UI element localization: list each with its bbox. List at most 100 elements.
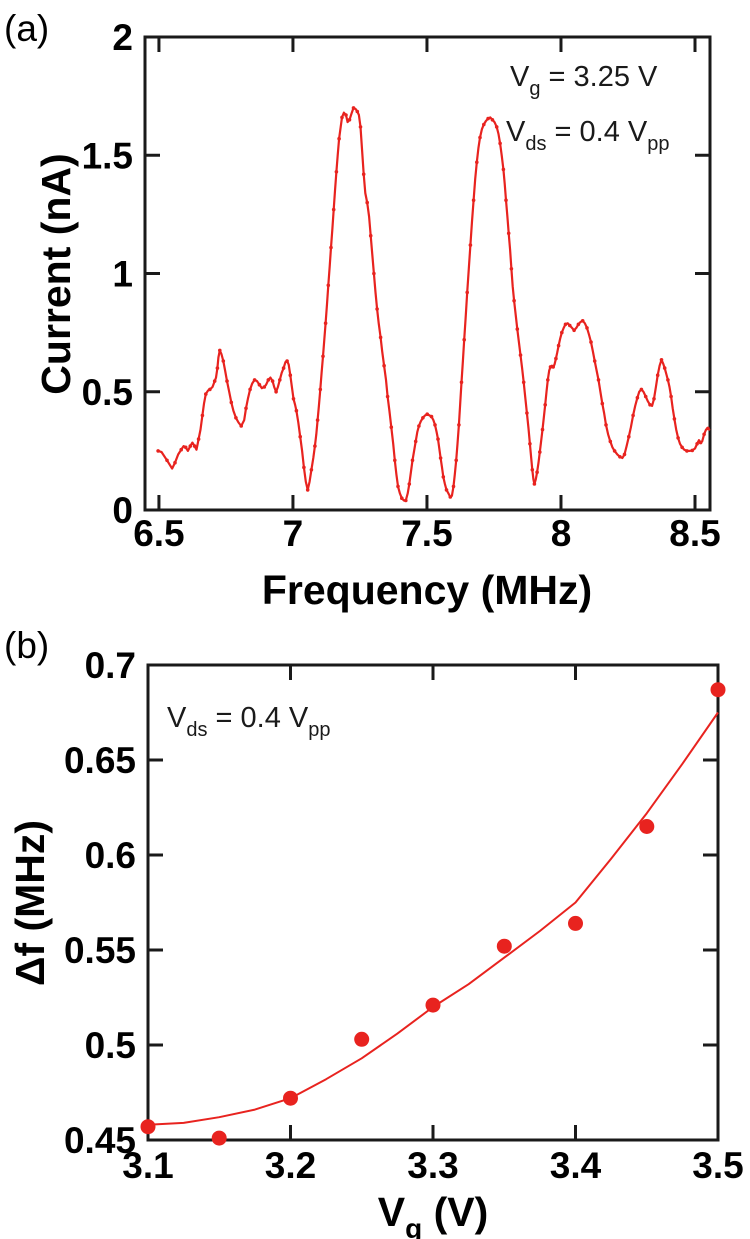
panel-a-data-marker	[281, 366, 286, 370]
panel-a-data-marker	[662, 366, 667, 370]
panel-a-data-marker	[433, 423, 437, 427]
panel-a-data-marker	[548, 365, 553, 369]
panel-a-data-marker	[321, 354, 325, 359]
panel-a-data-marker	[676, 436, 680, 440]
panel-b-y-tick-label: 0.5	[85, 1025, 136, 1066]
panel-a-data-marker	[257, 382, 262, 387]
panel-a-data-marker	[580, 319, 585, 323]
panel-a-data-marker	[215, 366, 220, 370]
panel-a-data-marker	[385, 394, 390, 399]
panel-a-data-marker	[313, 444, 317, 448]
panel-a-data-marker	[173, 460, 177, 465]
panel-a-data-marker	[347, 118, 352, 122]
panel-a-data-marker	[221, 359, 226, 363]
panel-a-data-marker	[448, 495, 453, 499]
panel-a-data-marker	[358, 125, 363, 129]
panel-a-data-marker	[262, 385, 267, 389]
panel-a-data-marker	[486, 116, 490, 121]
panel-b-x-tick-label: 3.4	[550, 1145, 602, 1186]
panel-a-data-marker	[468, 243, 473, 247]
panel-a-y-tick-label: 1.5	[82, 135, 133, 176]
panel-a-data-marker	[331, 207, 336, 212]
panel-a-data-marker	[454, 458, 459, 463]
panel-a-data-marker	[309, 468, 314, 472]
panel-a-data-marker	[622, 452, 627, 457]
panel-a-data-marker	[465, 290, 470, 295]
panel-b-annotation-drain-source-voltage: Vds = 0.4 Vpp	[167, 702, 330, 741]
panel-a-data-marker	[639, 387, 644, 392]
panel-a-data-marker	[365, 200, 370, 205]
panel-b-scatter-point	[568, 915, 583, 931]
panel-a-data-marker	[535, 470, 539, 475]
panel-b-scatter-point	[496, 938, 512, 954]
panel-a-data-marker	[291, 397, 296, 401]
panel-a-data-marker	[669, 394, 673, 399]
panel-a-data-marker	[156, 449, 160, 453]
panel-a-data-marker	[648, 403, 652, 407]
panel-a-axis-frame	[143, 35, 712, 512]
panel-a-data-marker	[572, 328, 576, 333]
panel-a-data-marker	[576, 322, 581, 327]
panel-a: (a) 6.5 7 7.5 8 8.5 0 0.5 1 1.5 2 Frequency (MHz)…	[4, 8, 721, 613]
panel-a-data-marker	[604, 423, 608, 427]
panel-a-data-marker	[482, 122, 486, 127]
panel-b-fit-curve	[147, 711, 719, 1126]
panel-a-data-marker	[556, 343, 561, 348]
panel-a-data-marker	[239, 424, 243, 428]
panel-a-data-marker	[270, 379, 275, 383]
panel-a-data-marker	[229, 400, 234, 405]
panel-b-scatter-point	[639, 819, 655, 834]
panel-a-data-marker	[225, 379, 229, 383]
panel-a-data-marker	[585, 326, 589, 330]
panel-a-data-marker	[551, 365, 555, 369]
panel-a-data-marker	[444, 488, 449, 492]
panel-a-x-tick-label: 7	[283, 513, 304, 554]
panel-a-data-marker	[672, 417, 677, 421]
panel-a-data-marker	[393, 458, 397, 463]
panel-a-x-tick-label: 8	[551, 513, 572, 554]
panel-a-data-marker	[252, 378, 257, 382]
panel-a-data-marker	[285, 359, 289, 363]
panel-a-data-marker	[494, 125, 499, 129]
panel-a-data-marker	[192, 444, 197, 448]
panel-a-data-marker	[417, 424, 421, 428]
panel-a-data-marker	[208, 387, 212, 392]
panel-b-scatter-point	[710, 682, 726, 698]
panel-b-y-tick-label: 0.45	[64, 1120, 136, 1161]
panel-a-data-marker	[400, 496, 404, 501]
panel-a-data-marker	[318, 387, 323, 392]
panel-b: (b) 3.1 3.2 3.3 3.4 3.5 0.45 0.5 0.55 0.6 0.65 0.7…	[4, 625, 744, 1239]
panel-a-data-marker	[612, 449, 617, 453]
panel-b-x-tick-label: 3.1	[122, 1145, 173, 1186]
panel-a-data-marker	[382, 363, 386, 368]
panel-b-x-tick-label: 3.5	[692, 1145, 743, 1186]
panel-a-data-marker	[592, 359, 597, 363]
panel-b-y-axis-title: Δf (MHz)	[7, 820, 53, 986]
panel-b-scatter-point	[425, 997, 441, 1013]
panel-a-data-marker	[695, 442, 699, 446]
panel-a-data-marker	[706, 426, 710, 431]
panel-a-data-marker	[560, 330, 564, 335]
panel-a-data-marker	[506, 231, 511, 236]
panel-a-data-marker	[457, 423, 461, 427]
panel-a-x-tick-label: 7.5	[401, 513, 452, 554]
panel-a-data-marker	[608, 439, 613, 444]
panel-a-data-marker	[680, 445, 684, 450]
panel-a-data-marker	[421, 416, 425, 420]
panel-b-axis-frame	[146, 663, 720, 1142]
panel-b-x-tick-label: 3.3	[407, 1145, 458, 1186]
panel-a-data-marker	[627, 434, 631, 439]
panel-b-scatter-point	[354, 1031, 370, 1047]
panel-a-data-marker	[698, 440, 703, 445]
panel-a-data-marker	[515, 327, 520, 331]
panel-a-data-marker	[540, 427, 545, 432]
panel-b-scatter-points	[140, 682, 726, 1146]
panel-b-scatter-point	[283, 1090, 298, 1106]
panel-b-x-axis-title: Vg (V)	[378, 1189, 489, 1239]
panel-a-data-marker	[543, 403, 547, 407]
panel-a-data-marker	[512, 298, 516, 303]
panel-a-data-marker	[655, 373, 660, 378]
panel-a-data-marker	[196, 437, 201, 441]
